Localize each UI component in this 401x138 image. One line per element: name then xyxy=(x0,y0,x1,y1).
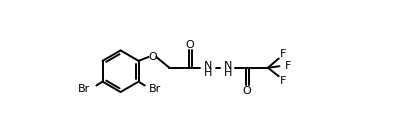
Text: F: F xyxy=(279,49,286,59)
Text: H: H xyxy=(203,68,211,78)
Text: Br: Br xyxy=(149,83,161,94)
Text: F: F xyxy=(279,76,286,86)
Text: O: O xyxy=(241,86,250,96)
Text: N: N xyxy=(203,61,211,71)
Text: F: F xyxy=(284,61,290,71)
Text: O: O xyxy=(148,52,156,62)
Text: Br: Br xyxy=(78,83,90,94)
Text: N: N xyxy=(223,61,231,71)
Text: O: O xyxy=(184,40,193,50)
Text: H: H xyxy=(223,68,231,78)
